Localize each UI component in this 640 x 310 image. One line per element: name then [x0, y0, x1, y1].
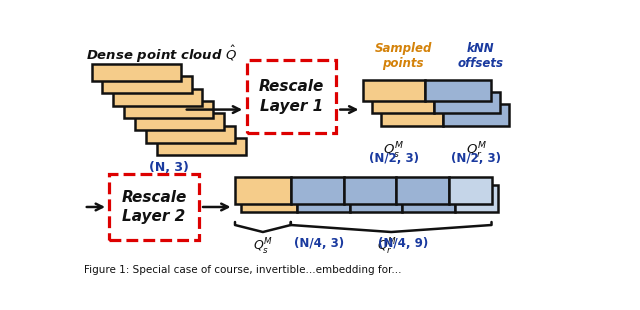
Bar: [109, 174, 198, 240]
Text: (N/4, 3): (N/4, 3): [294, 237, 344, 250]
Bar: [102, 77, 191, 93]
Bar: [425, 80, 491, 101]
Text: Dense point cloud $\hat{Q}$: Dense point cloud $\hat{Q}$: [86, 43, 237, 64]
Bar: [381, 104, 444, 126]
Text: $Q_s^M$: $Q_s^M$: [383, 141, 404, 161]
Bar: [349, 185, 403, 212]
Bar: [344, 177, 396, 204]
Bar: [297, 185, 349, 212]
Bar: [124, 101, 213, 118]
Text: (N/2, 3): (N/2, 3): [369, 152, 419, 165]
Text: Rescale
Layer 2: Rescale Layer 2: [122, 190, 187, 224]
Bar: [235, 177, 291, 204]
Bar: [135, 113, 224, 131]
Text: kNN
offsets: kNN offsets: [458, 42, 503, 70]
Bar: [434, 92, 500, 113]
Bar: [455, 185, 498, 212]
Bar: [444, 104, 509, 126]
Bar: [246, 60, 336, 133]
Text: Rescale
Layer 1: Rescale Layer 1: [259, 79, 324, 114]
Bar: [157, 138, 246, 155]
Bar: [403, 185, 455, 212]
Text: $Q_r^M$: $Q_r^M$: [378, 237, 397, 257]
Text: (N/2, 3): (N/2, 3): [451, 152, 501, 165]
Text: Sampled
points: Sampled points: [374, 42, 432, 70]
Bar: [92, 64, 180, 81]
Text: $Q_r^M$: $Q_r^M$: [466, 141, 487, 161]
Bar: [363, 80, 425, 101]
Bar: [449, 177, 492, 204]
Bar: [241, 185, 297, 212]
Bar: [372, 92, 434, 113]
Text: (N/4, 9): (N/4, 9): [378, 237, 428, 250]
Bar: [291, 177, 344, 204]
Bar: [396, 177, 449, 204]
Bar: [146, 126, 235, 143]
Bar: [113, 89, 202, 106]
Text: $Q_s^M$: $Q_s^M$: [253, 237, 273, 257]
Text: (N, 3): (N, 3): [149, 161, 189, 174]
Text: Figure 1: Special case of course, invertible...embedding for...: Figure 1: Special case of course, invert…: [84, 265, 401, 275]
